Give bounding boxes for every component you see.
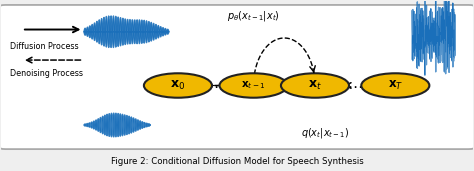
Text: $p_\theta(x_{t-1}|x_t)$: $p_\theta(x_{t-1}|x_t)$ <box>227 9 280 23</box>
Circle shape <box>144 73 212 98</box>
Text: $\cdots$: $\cdots$ <box>347 78 363 93</box>
Text: $\mathbf{x}_{t-1}$: $\mathbf{x}_{t-1}$ <box>241 80 266 91</box>
Text: Diffusion Process: Diffusion Process <box>10 42 79 51</box>
Text: $\mathbf{x}_t$: $\mathbf{x}_t$ <box>308 79 322 92</box>
Text: Figure 2: Conditional Diffusion Model for Speech Synthesis: Figure 2: Conditional Diffusion Model fo… <box>110 157 364 166</box>
Text: $\cdots$: $\cdots$ <box>208 78 223 93</box>
Circle shape <box>219 73 288 98</box>
Text: $\mathbf{x}_0$: $\mathbf{x}_0$ <box>170 79 185 92</box>
Text: Denoising Process: Denoising Process <box>10 69 83 78</box>
Circle shape <box>361 73 429 98</box>
Text: $\mathbf{x}_T$: $\mathbf{x}_T$ <box>388 79 403 92</box>
Circle shape <box>281 73 349 98</box>
FancyBboxPatch shape <box>0 5 474 149</box>
Text: $q(x_t|x_{t-1})$: $q(x_t|x_{t-1})$ <box>301 126 349 140</box>
